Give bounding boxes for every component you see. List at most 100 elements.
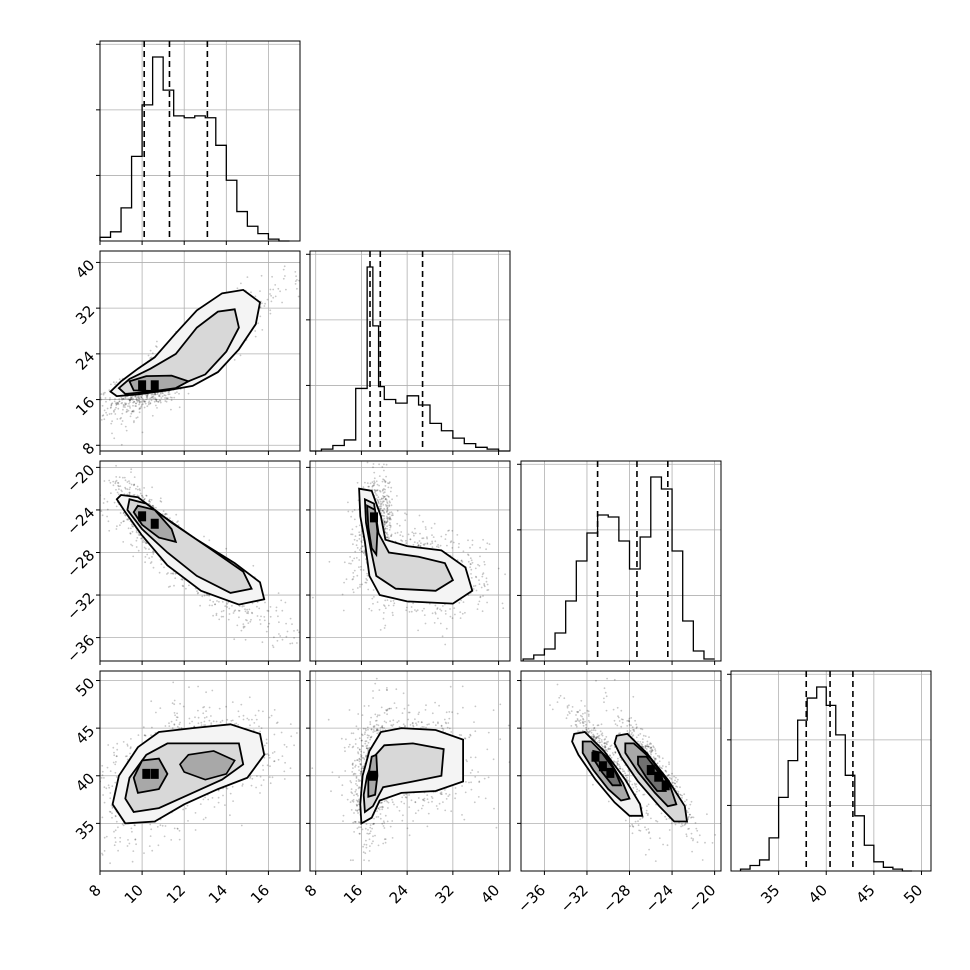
sample-point	[128, 491, 131, 494]
sample-point	[358, 549, 361, 551]
sample-point	[371, 485, 374, 488]
sample-point	[347, 510, 350, 513]
sample-point	[158, 394, 161, 396]
sample-point	[390, 504, 393, 507]
sample-point	[59, 465, 61, 467]
sample-point	[386, 506, 389, 509]
sample-point	[460, 559, 463, 562]
sample-point	[173, 724, 176, 726]
sample-point	[353, 518, 356, 521]
density-peak-cell	[150, 380, 159, 391]
sample-point	[238, 605, 241, 607]
sample-point	[140, 404, 143, 406]
sample-point	[65, 473, 67, 475]
sample-point	[371, 484, 374, 487]
sample-point	[159, 824, 162, 827]
sample-point	[366, 572, 368, 575]
sample-point	[382, 612, 385, 614]
sample-point	[419, 545, 422, 548]
sample-point	[124, 406, 126, 408]
sample-point	[146, 405, 149, 408]
sample-point	[356, 574, 359, 577]
sample-point	[384, 522, 387, 525]
sample-point	[254, 295, 257, 298]
sample-point	[232, 612, 235, 614]
panel-content	[59, 461, 300, 661]
sample-point	[172, 681, 175, 684]
sample-point	[121, 490, 123, 493]
sample-point	[148, 845, 151, 847]
sample-point	[373, 484, 376, 486]
sample-point	[148, 502, 151, 505]
sample-point	[152, 566, 155, 569]
sample-point	[444, 538, 447, 540]
sample-point	[133, 824, 136, 827]
sample-point	[101, 816, 104, 819]
sample-point	[467, 560, 470, 563]
sample-point	[386, 515, 388, 518]
sample-point	[384, 481, 387, 484]
sample-point	[265, 630, 268, 633]
density-panel-0-2	[59, 460, 301, 662]
sample-point	[161, 395, 164, 398]
sample-point	[479, 595, 482, 598]
sample-point	[245, 619, 247, 621]
panel-content	[88, 251, 300, 451]
sample-point	[124, 425, 127, 428]
sample-point	[156, 346, 158, 348]
sample-point	[358, 524, 361, 527]
sample-point	[384, 527, 387, 530]
sample-point	[149, 835, 152, 837]
sample-point	[88, 424, 90, 426]
sample-point	[116, 491, 119, 494]
sample-point	[431, 542, 434, 544]
sample-point	[92, 864, 94, 866]
sample-point	[187, 392, 190, 395]
sample-point	[165, 397, 168, 399]
sample-point	[378, 463, 380, 466]
sample-point	[133, 400, 136, 403]
sample-point	[378, 489, 381, 492]
sample-point	[151, 393, 154, 396]
sample-point	[170, 399, 173, 402]
sample-point	[388, 513, 391, 516]
sample-point	[166, 573, 168, 575]
sample-point	[148, 498, 151, 501]
sample-point	[135, 546, 138, 548]
sample-point	[171, 702, 174, 705]
sample-point	[280, 599, 283, 602]
sample-point	[497, 567, 500, 570]
sample-point	[440, 609, 443, 612]
sample-point	[483, 561, 486, 563]
sample-point	[167, 586, 170, 588]
sample-point	[129, 399, 131, 402]
sample-point	[444, 643, 447, 646]
sample-point	[103, 418, 106, 421]
sample-point	[359, 568, 362, 571]
sample-point	[205, 710, 208, 712]
sample-point	[385, 521, 388, 524]
sample-point	[112, 761, 115, 764]
sample-point	[383, 479, 386, 481]
sample-point	[382, 497, 385, 500]
sample-point	[417, 544, 420, 546]
sample-point	[171, 396, 173, 399]
sample-point	[138, 401, 141, 404]
sample-point	[136, 399, 138, 401]
sample-point	[100, 419, 103, 421]
sample-point	[158, 395, 161, 398]
sample-point	[349, 556, 351, 558]
sample-point	[148, 557, 151, 559]
sample-point	[453, 607, 456, 609]
sample-point	[197, 716, 200, 719]
sample-point	[119, 524, 121, 527]
sample-point	[379, 505, 382, 507]
sample-point	[224, 605, 227, 607]
sample-point	[371, 481, 374, 484]
sample-point	[476, 608, 479, 610]
sample-point	[136, 399, 138, 401]
sample-point	[426, 543, 429, 545]
sample-point	[115, 488, 117, 491]
sample-point	[212, 614, 215, 617]
sample-point	[157, 844, 160, 847]
